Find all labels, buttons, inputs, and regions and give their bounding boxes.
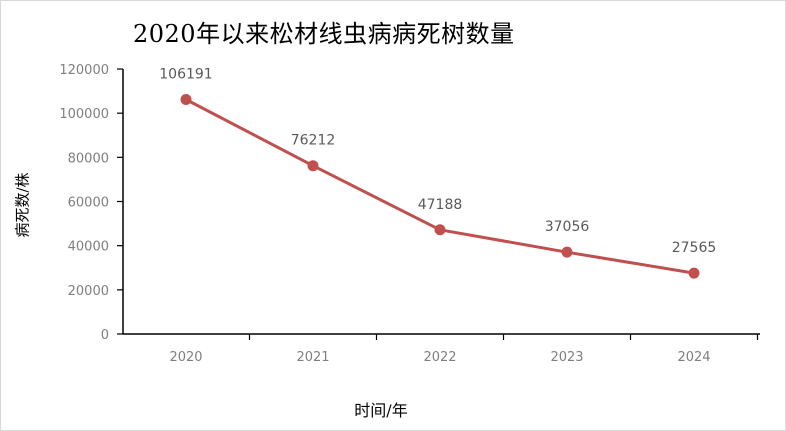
data-label: 76212	[291, 133, 336, 149]
data-point	[688, 267, 700, 279]
data-point	[561, 246, 573, 258]
y-tick-label: 40000	[68, 240, 109, 255]
data-point	[434, 224, 446, 236]
x-tick-label: 2022	[423, 350, 456, 365]
data-point	[180, 93, 192, 105]
data-point	[307, 160, 319, 172]
y-tick-label: 100000	[59, 107, 109, 122]
x-tick-label: 2020	[169, 350, 202, 365]
x-axis-label: 时间/年	[354, 401, 408, 420]
x-tick-label: 2021	[296, 350, 329, 365]
y-ticks: 0 20000 40000 60000 80000 100000 120000	[59, 63, 123, 343]
data-labels: 106191 76212 47188 37056 27565	[159, 66, 716, 256]
data-label: 106191	[159, 66, 212, 82]
y-tick-label: 120000	[59, 63, 109, 78]
chart-title: 2020年以来松材线虫病病死树数量	[133, 20, 515, 48]
x-tick-label: 2024	[677, 350, 710, 365]
x-ticks: 2020 2021 2022 2023 2024	[169, 334, 759, 365]
y-tick-label: 80000	[68, 151, 109, 166]
data-label: 37056	[545, 219, 590, 235]
y-tick-label: 60000	[68, 196, 109, 211]
y-tick-label: 0	[101, 328, 109, 343]
series-layer	[180, 93, 700, 279]
y-tick-label: 20000	[68, 284, 109, 299]
data-label: 47188	[418, 197, 463, 213]
series-line	[185, 98, 695, 275]
x-tick-label: 2023	[550, 350, 583, 365]
data-label: 27565	[672, 240, 717, 256]
